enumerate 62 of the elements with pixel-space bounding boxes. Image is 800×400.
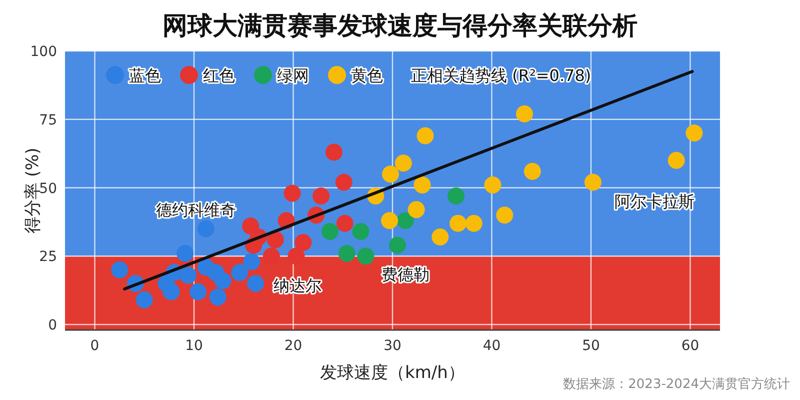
point [284,184,301,202]
point [584,174,602,191]
point [266,231,284,248]
chart-title: 网球大满贯赛事发球速度与得分率关联分析 [162,11,638,40]
legend-label: 蓝色 [129,66,161,85]
point [432,228,449,246]
x-tick-label: 20 [284,338,302,354]
point [209,288,226,306]
legend-label: 红色 [203,66,235,85]
legend-label: 黄色 [351,66,383,85]
y-tick-label: 100 [30,44,57,60]
point [336,214,354,232]
point [325,144,342,161]
point [243,253,260,270]
point [294,234,312,251]
point [321,223,338,240]
point [450,214,466,232]
x-tick-label: 10 [185,338,203,354]
x-tick-label: 30 [384,338,402,354]
x-tick-label: 40 [482,338,501,354]
point [465,214,482,232]
point [668,152,685,169]
point [335,174,352,191]
point [408,201,425,218]
point [414,176,431,194]
point [496,206,514,224]
point [388,236,406,254]
x-tick-label: 50 [582,338,600,354]
y-tick-label: 75 [39,112,57,128]
point [484,176,502,194]
x-tick-label: 0 [90,338,100,354]
point [176,244,194,262]
point [686,124,703,142]
point [189,283,206,300]
point [262,248,280,265]
point [394,154,412,172]
y-tick-label: 0 [48,318,57,334]
point [396,212,414,230]
legend-label: 绿网 [277,66,309,85]
x-tick-label: 60 [681,338,700,354]
point [136,291,153,308]
point [516,105,533,122]
point [312,187,330,204]
point [231,264,248,282]
point [214,272,232,290]
x-axis-title: 发球速度（km/h） [320,363,465,383]
point [524,162,541,180]
point [352,223,370,240]
point [197,220,214,238]
source-note: 数据来源：2023-2024大满贯官方统计 [563,376,790,392]
point [111,261,128,278]
point [247,275,264,292]
point [382,166,400,183]
point [357,248,374,265]
point [180,266,197,284]
point [448,187,465,204]
point [162,283,180,300]
point [416,127,434,144]
point [381,212,398,230]
point [338,244,356,262]
y-tick-label: 25 [39,249,57,266]
point [288,248,305,265]
